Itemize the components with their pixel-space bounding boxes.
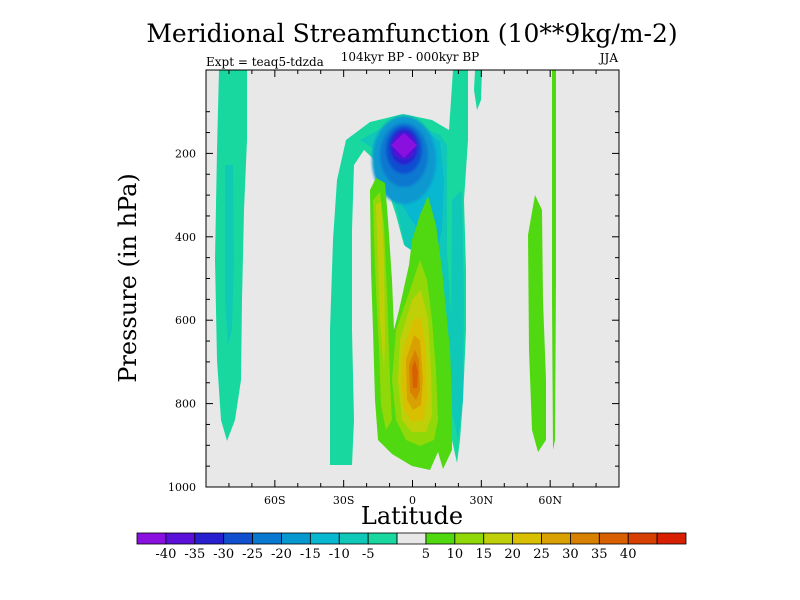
colorbar-label: -10: [329, 547, 350, 562]
x-tick-label: 60S: [264, 494, 286, 507]
colorbar-label: 25: [533, 547, 550, 562]
contour-field: [215, 70, 556, 470]
colorbar-label: 10: [447, 547, 464, 562]
y-tick-label: 200: [175, 147, 196, 160]
colorbar-label: -40: [155, 547, 176, 562]
colorbar-box: [396, 532, 427, 545]
colorbar-label: 20: [504, 547, 521, 562]
colorbar-box: [223, 532, 253, 545]
colorbar-box: [309, 532, 340, 545]
colorbar-box: [281, 532, 311, 545]
contour-nh-cyan-column: [451, 190, 464, 440]
colorbar-box: [570, 532, 600, 545]
x-tick-label: 30N: [470, 494, 494, 507]
colorbar-box: [136, 532, 167, 545]
colorbar-label: -20: [271, 547, 292, 562]
colorbar-label: -15: [300, 547, 321, 562]
contour-sh-band-inner: [225, 165, 234, 345]
colorbar-label: 40: [620, 547, 637, 562]
y-axis-label: Pressure (in hPa): [114, 173, 142, 383]
x-axis-label: Latitude: [361, 502, 463, 530]
colorbar-box: [656, 532, 687, 545]
x-axis: 60S 30S 0 30N 60N: [205, 70, 620, 507]
colorbar-box: [598, 532, 629, 545]
y-axis: 200 400 600 800 1000: [168, 111, 619, 494]
colorbar-box: [367, 532, 398, 545]
colorbar: -40 -35 -30 -25 -20 -15 -10 -5 5 10 15 20 25 30 35 40: [136, 532, 687, 562]
colorbar-box: [454, 532, 485, 545]
season-label: JJA: [598, 51, 619, 65]
y-tick-label: 400: [175, 231, 196, 244]
y-tick-label: 1000: [168, 481, 196, 494]
chart-title: Meridional Streamfunction (10**9kg/m-2): [146, 19, 677, 48]
contour-neg-40: [391, 133, 417, 158]
colorbar-label: -30: [213, 547, 234, 562]
y-tick-label: 600: [175, 314, 196, 327]
colorbar-box: [541, 532, 571, 545]
colorbar-box: [165, 532, 196, 545]
chart-subtitle: 104kyr BP - 000kyr BP: [341, 50, 479, 64]
colorbar-label: -5: [362, 547, 375, 562]
colorbar-box: [194, 532, 225, 545]
y-tick-label: 800: [175, 398, 196, 411]
contour-pos-35: [412, 360, 418, 388]
colorbar-label: 35: [591, 547, 608, 562]
contour-nh-positive-thin: [552, 70, 556, 450]
experiment-label: Expt = teaq5-tdzda: [206, 55, 324, 69]
colorbar-box: [627, 532, 658, 545]
x-tick-label: 60N: [538, 494, 562, 507]
contour-nh-strip: [474, 70, 482, 110]
colorbar-box: [483, 532, 514, 545]
contour-pos-15: [376, 202, 385, 370]
x-tick-label: 30S: [333, 494, 355, 507]
colorbar-label: 5: [422, 547, 430, 562]
colorbar-label: 15: [475, 547, 492, 562]
x-tick-label: 0: [409, 494, 416, 507]
colorbar-label: -35: [184, 547, 205, 562]
contour-nh-positive-band: [528, 195, 546, 452]
colorbar-box: [252, 532, 282, 545]
colorbar-label: -25: [242, 547, 263, 562]
colorbar-box: [425, 532, 456, 545]
colorbar-label: 30: [562, 547, 579, 562]
colorbar-box: [512, 532, 542, 545]
colorbar-box: [338, 532, 369, 545]
